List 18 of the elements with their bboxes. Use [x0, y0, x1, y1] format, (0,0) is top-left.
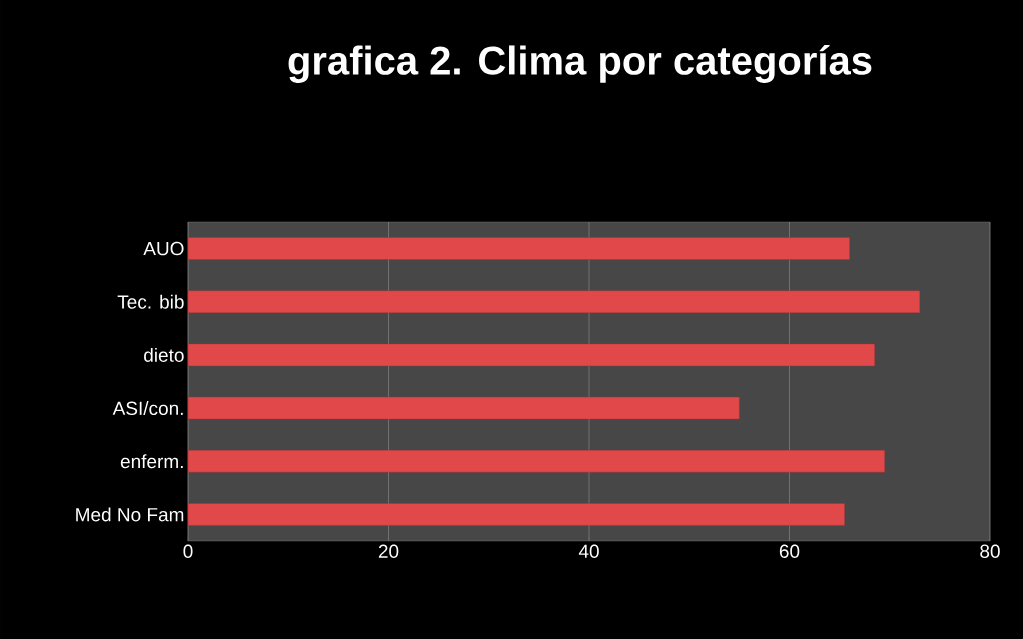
- y-tick-label: ASI/con.: [112, 401, 183, 416]
- x-tick-label: 80: [980, 544, 1000, 558]
- x-tick-label: 0: [183, 544, 193, 558]
- y-tick-label: Tec. bib: [117, 294, 184, 309]
- x-tick-label: 20: [378, 544, 399, 558]
- x-tick-label: 60: [779, 544, 800, 558]
- chart-title: grafica 2. Clima por categorías: [288, 45, 872, 83]
- bar: [188, 503, 845, 526]
- bar: [188, 396, 740, 420]
- y-tick-label: Med No Fam: [76, 507, 184, 522]
- bar: [188, 343, 875, 367]
- bar: [188, 450, 885, 473]
- bar: [188, 290, 921, 313]
- bar: [188, 237, 850, 260]
- y-tick-label: AUO: [143, 241, 184, 256]
- y-tick-label: enferm.: [120, 454, 183, 469]
- x-tick-label: 40: [578, 544, 599, 558]
- y-tick-label: dieto: [144, 347, 184, 362]
